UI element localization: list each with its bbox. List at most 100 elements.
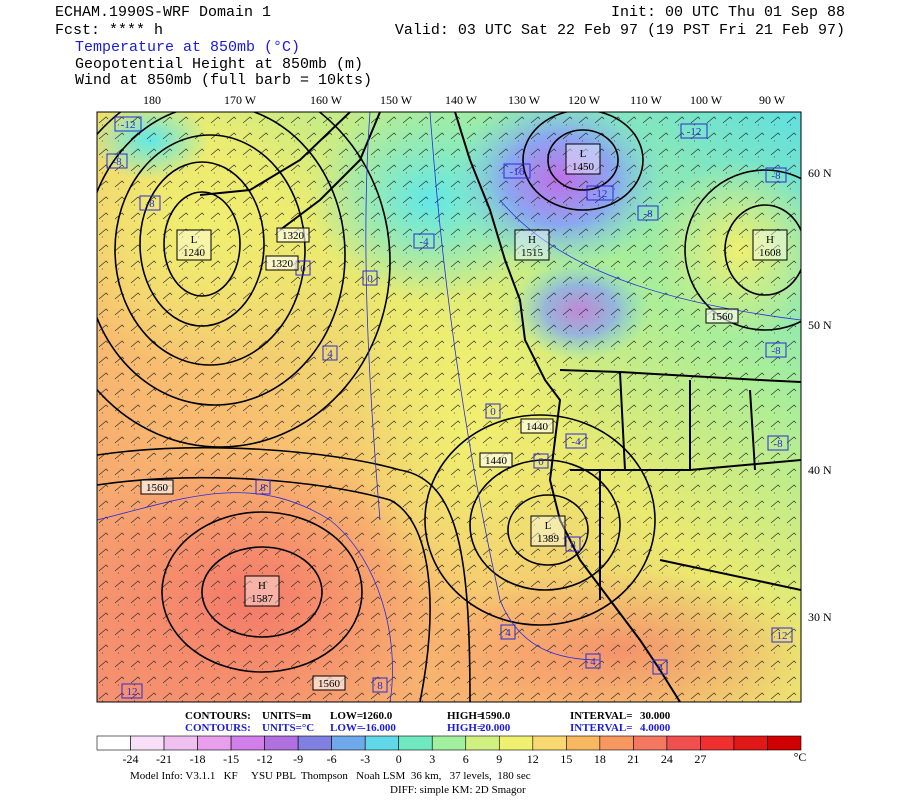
colorbar-cell [297, 735, 332, 751]
center-value: 1450 [572, 161, 595, 173]
center-box [176, 229, 212, 261]
temperature-label: 8 [372, 677, 388, 693]
contour-info-item: 1260.0 [362, 710, 393, 722]
longitude-label: 160 W [310, 93, 343, 107]
temperature-label-box [255, 479, 271, 495]
temperature-label: -8 [765, 342, 787, 358]
colorbar-tick: -15 [223, 752, 239, 766]
temperature-label: 8 [565, 536, 581, 552]
temperature-label-box [565, 536, 581, 552]
temperature-label: -4 [565, 433, 587, 449]
temperature-label: -12 [114, 116, 142, 132]
temperature-label-text: 8 [657, 662, 663, 674]
colorbar-cell [633, 735, 668, 751]
temperature-label: 0 [533, 453, 549, 469]
temperature-label-box [500, 624, 516, 640]
colorbar-tick: -18 [190, 752, 206, 766]
height-label-box [479, 452, 513, 468]
center-letter: L [545, 520, 552, 532]
title: ECHAM.1990S-WRF Domain 1 [55, 4, 271, 21]
temperature-label-box [767, 435, 789, 451]
temperature-label: 8 [255, 479, 271, 495]
center-letter: L [580, 148, 587, 160]
temperature-label-text: -8 [771, 345, 781, 357]
longitude-label: 90 W [759, 93, 786, 107]
temperature-label-box [139, 195, 161, 211]
temperature-label-box [503, 163, 531, 179]
colorbar-cell [331, 735, 366, 751]
height-label-box [276, 227, 310, 243]
contour-info-item: CONTOURS: [185, 710, 251, 722]
temperature-label: 4 [500, 624, 516, 640]
temperature-label: -8 [767, 435, 789, 451]
temperature-label: -8 [765, 167, 787, 183]
contour-info-item: HIGH= [447, 710, 483, 722]
center-value: 1389 [537, 533, 560, 545]
center-value: 1608 [759, 247, 782, 259]
temperature-label-box [652, 659, 668, 675]
temperature-label-text: -8 [771, 170, 781, 182]
longitude-label: 140 W [445, 93, 478, 107]
center-value: 1240 [183, 247, 206, 259]
colorbar-tick: 0 [396, 752, 402, 766]
temperature-label-text: 8 [260, 482, 266, 494]
colorbar-tick: 15 [560, 752, 572, 766]
longitude-label: 150 W [380, 93, 413, 107]
center-box [752, 229, 788, 261]
height-label: 1560 [140, 479, 174, 495]
temperature-contour-info: CONTOURS: UNITS=°C LOW=-16.000 HIGH=20.000 I… [185, 722, 671, 734]
contour-info-item: 1590.0 [480, 710, 511, 722]
temperature-label-text: 0 [300, 263, 306, 275]
temperature-label-text: -12 [687, 126, 702, 138]
temperature-label-box [121, 683, 143, 699]
height-label: 1440 [520, 418, 554, 434]
temperature-label: 0 [362, 270, 378, 286]
temperature-label-box [565, 433, 587, 449]
temperature-label-text: 12 [777, 630, 788, 642]
center-value: 1515 [521, 247, 544, 259]
colorbar-tick: -24 [123, 752, 139, 766]
contour-info-item: INTERVAL= [570, 710, 633, 722]
contour-info-item: UNITS=m [262, 710, 311, 722]
contour-info-item: 4.0000 [640, 722, 671, 734]
temperature-label-text: -12 [593, 188, 608, 200]
temperature-label-box [413, 233, 435, 249]
temperature-label: -8 [637, 205, 659, 221]
temperature-label-text: -8 [112, 156, 122, 168]
map-frame [96, 111, 802, 703]
temperature-label-text: -8 [643, 208, 653, 220]
colorbar-cell [666, 735, 701, 751]
center-letter: H [766, 234, 774, 246]
contour-info-item: LOW= [330, 722, 363, 734]
latitude-label: 60 N [808, 166, 832, 180]
longitude-label: 180 [143, 93, 161, 107]
colorbar-cell [364, 735, 400, 751]
temperature-label: 0 [485, 403, 501, 419]
center-letter: H [258, 580, 266, 592]
colorbar-tick: -3 [360, 752, 370, 766]
colorbar-cell [700, 735, 735, 751]
temperature-label-box [322, 345, 338, 361]
temperature-label: -16 [503, 163, 531, 179]
height-contour-info: CONTOURS: UNITS=m LOW=1260.0 HIGH=1590.0 INT… [185, 710, 671, 722]
model-info: DIFF: simple KM: 2D Smagor [390, 784, 526, 796]
temperature-label: -12 [586, 185, 614, 201]
colorbar-tick: 12 [527, 752, 539, 766]
colorbar-tick: -6 [327, 752, 337, 766]
model-info: Model Info: V3.1.1 KF YSU PBL Thompson N… [130, 770, 531, 782]
colorbar-tick: 6 [463, 752, 469, 766]
temperature-label-text: 12 [127, 686, 138, 698]
colorbar-cell [264, 735, 299, 751]
field-label: Temperature at 850mb (°C) [75, 39, 300, 56]
height-label-text: 1440 [485, 455, 508, 467]
colorbar-tick: 3 [429, 752, 435, 766]
colorbar-tick: -21 [156, 752, 172, 766]
temperature-label-box [585, 653, 601, 669]
height-label: 1320 [265, 255, 299, 271]
field-label: Wind at 850mb (full barb = 10kts) [75, 72, 372, 89]
colorbar-tick: -12 [257, 752, 273, 766]
contour-info-item: LOW= [330, 710, 363, 722]
temperature-label-text: 0 [490, 406, 496, 418]
latitude-label: 30 N [808, 610, 832, 624]
